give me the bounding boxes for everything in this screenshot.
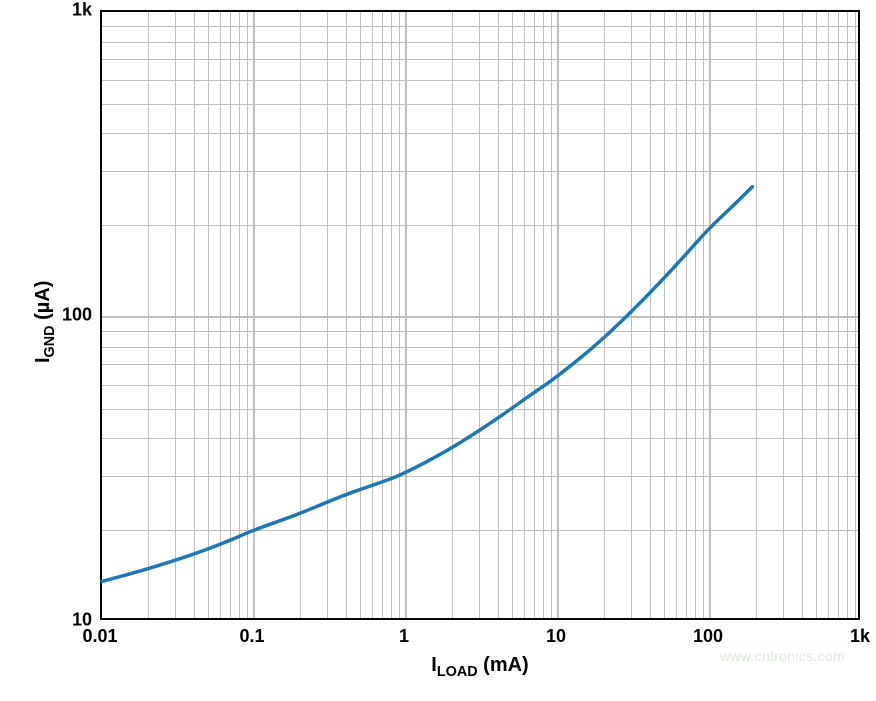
data-curve bbox=[102, 12, 858, 618]
y-tick-label: 10 bbox=[72, 610, 92, 631]
y-tick-label: 100 bbox=[62, 305, 92, 326]
y-label-prefix: I bbox=[32, 357, 54, 363]
x-label-suffix: (mA) bbox=[478, 654, 529, 676]
watermark-text: www.cntronics.com bbox=[720, 648, 845, 664]
x-label-sub: LOAD bbox=[437, 664, 478, 680]
x-axis-label: ILOAD (mA) bbox=[431, 654, 528, 680]
x-tick-label: 100 bbox=[693, 626, 723, 647]
y-axis-label: IGND (µA) bbox=[32, 281, 58, 363]
y-label-sub: GND bbox=[42, 325, 58, 357]
x-tick-label: 0.1 bbox=[239, 626, 264, 647]
x-tick-label: 10 bbox=[546, 626, 566, 647]
y-tick-label: 1k bbox=[72, 0, 92, 21]
x-tick-label: 1k bbox=[850, 626, 870, 647]
plot-area bbox=[100, 10, 860, 620]
y-label-suffix: (µA) bbox=[32, 281, 54, 326]
x-tick-label: 1 bbox=[399, 626, 409, 647]
